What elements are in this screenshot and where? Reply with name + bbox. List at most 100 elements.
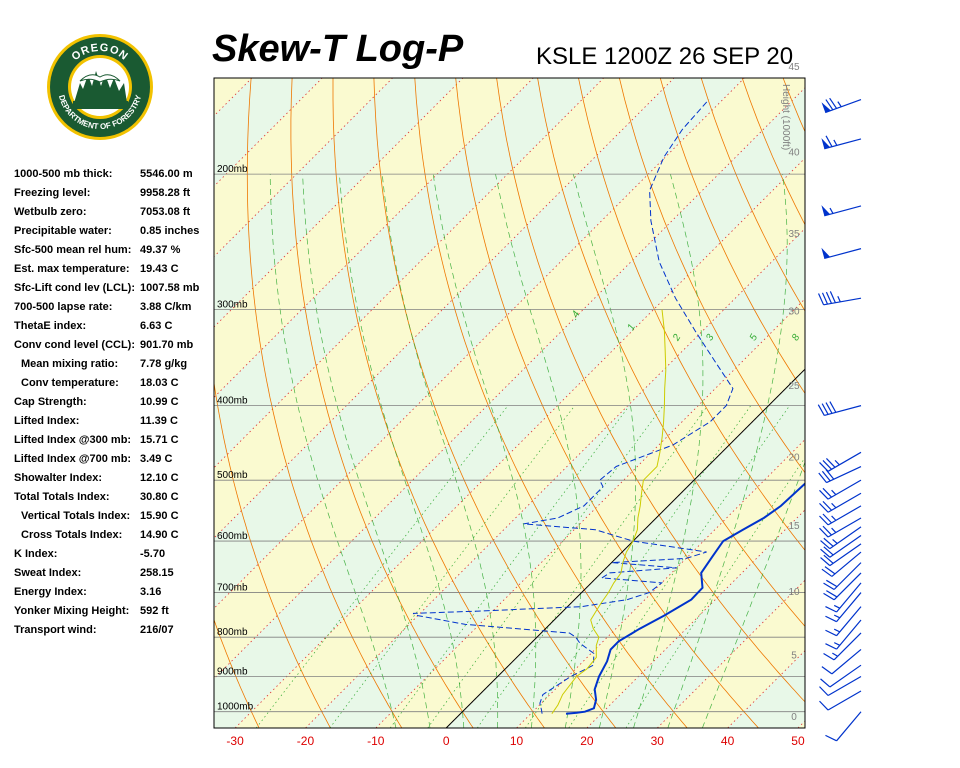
grid-lines (214, 78, 960, 728)
wind-barb-full (821, 292, 829, 305)
mixing-ratio-label: 5 (748, 332, 761, 343)
height-label: 25 (788, 381, 800, 392)
x-tick-label: -20 (297, 734, 315, 748)
index-value: 15.71 C (140, 434, 179, 446)
index-label: Precipitable water: (14, 225, 112, 237)
mixing-ratio-label: 2 (671, 332, 684, 344)
dry-adiabat (947, 78, 960, 728)
wind-barb-full (825, 402, 833, 414)
index-value: 5546.00 m (140, 168, 193, 180)
wind-barb-full (821, 403, 829, 415)
index-label: Freezing level: (14, 187, 91, 199)
dry-adiabat (824, 78, 960, 728)
mixing-ratio-line (255, 405, 509, 728)
wind-barb-full (819, 527, 829, 538)
isotherm-band (214, 78, 805, 679)
wind-barb-staff (833, 562, 862, 590)
wind-barb-flag (821, 205, 831, 216)
wind-barb-full (819, 502, 829, 513)
height-label: 40 (788, 147, 800, 158)
index-value: 3.16 (140, 586, 162, 598)
x-tick-label: 40 (721, 734, 735, 748)
wind-barb-staff (836, 606, 862, 637)
wind-barb (820, 664, 862, 688)
index-label: Cross Totals Index: (21, 529, 123, 541)
isotherm-line (214, 78, 534, 398)
index-label: Yonker Mixing Height: (14, 605, 130, 617)
wind-barb (821, 551, 862, 577)
mixing-ratio-label: 1 (626, 322, 638, 332)
height-label: 30 (788, 307, 800, 318)
wind-barb-full (820, 557, 831, 567)
sounding-profiles (412, 99, 805, 715)
index-value: 3.88 C/km (140, 301, 192, 313)
index-value: 14.90 C (140, 529, 179, 541)
wind-barb-full (823, 592, 835, 601)
wind-barb-staff (836, 582, 862, 613)
x-tick-label: 10 (510, 734, 524, 748)
mixing-ratio-label: 3 (704, 332, 717, 343)
wind-barb-staff (831, 551, 862, 577)
wind-barb-staff (836, 619, 862, 650)
index-label: Showalter Index: (14, 472, 103, 484)
wind-barb (819, 690, 862, 711)
wind-barb-half (833, 139, 838, 146)
wind-barb-full (825, 291, 833, 304)
wind-barb-staff (827, 479, 862, 500)
isotherm-line (516, 438, 805, 728)
wind-barb (823, 572, 862, 601)
index-label: Lifted Index: (14, 415, 80, 427)
isotherm-line (375, 298, 805, 728)
wind-barb-full (822, 487, 832, 498)
wind-barb (820, 534, 862, 558)
wind-barb-half (831, 489, 837, 496)
mixing-ratio-line (477, 405, 708, 728)
wind-barb (817, 291, 862, 306)
index-label: Cap Strength: (14, 396, 87, 408)
wind-barb-staff (829, 526, 862, 550)
wind-barb-full (826, 590, 838, 598)
wind-barb-staff (836, 592, 862, 623)
wind-barb-full (817, 293, 825, 306)
wind-barb-staff (824, 405, 862, 417)
wind-barb-half (834, 459, 840, 466)
isotherm-line (868, 78, 960, 728)
index-label: Mean mixing ratio: (21, 358, 119, 370)
x-tick-label: 30 (651, 734, 665, 748)
pressure-label: 400mb (217, 396, 248, 407)
wind-barb (821, 135, 862, 150)
wind-barb-half (837, 101, 842, 108)
dry-adiabat (906, 78, 960, 728)
wind-barb (825, 606, 862, 637)
moist-adiabat (302, 174, 431, 728)
wind-barb-staff (829, 664, 862, 688)
station-time-label: KSLE 1200Z 26 SEP 20 (536, 43, 794, 70)
wind-barb-full (829, 97, 838, 109)
isotherm-band (797, 720, 805, 728)
height-label: 20 (788, 452, 800, 463)
wind-barb-half (832, 538, 838, 544)
isotherm-line (586, 509, 805, 728)
isotherm-line (214, 78, 675, 539)
wind-barb (817, 401, 862, 417)
mixing-ratio-line (329, 405, 576, 728)
index-value: 3.49 C (140, 453, 173, 465)
wind-barb-full (819, 686, 829, 696)
index-label: Wetbulb zero: (14, 206, 87, 218)
wind-barb-full (825, 734, 837, 742)
index-value: 901.70 mb (140, 339, 194, 351)
wind-barb-full (825, 606, 837, 613)
moist-adiabat (381, 174, 499, 728)
wind-barb-staff (827, 690, 862, 711)
wind-barb (821, 649, 862, 675)
wind-barb-full (825, 135, 833, 147)
wind-barb-half (833, 642, 841, 646)
index-value: 15.90 C (140, 510, 179, 522)
oregon-forestry-logo: OREGON DEPARTMENT OF FORESTRY (44, 31, 156, 148)
index-label: K Index: (14, 548, 58, 560)
index-label: Vertical Totals Index: (21, 510, 131, 522)
index-label: Lifted Index @700 mb: (14, 453, 132, 465)
pressure-label: 300mb (217, 300, 248, 311)
index-value: 258.15 (140, 567, 174, 579)
